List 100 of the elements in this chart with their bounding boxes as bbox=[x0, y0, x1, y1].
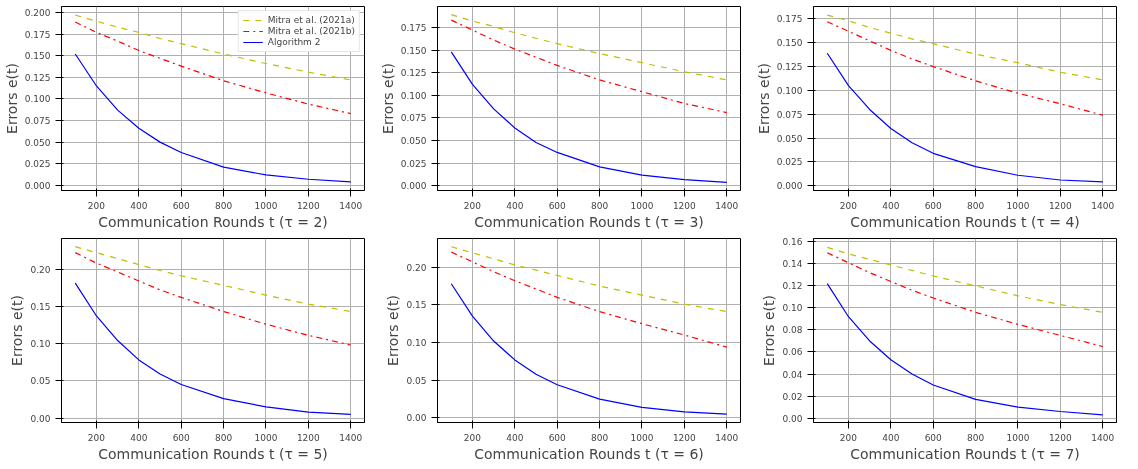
x-tick-label: 1000 bbox=[630, 432, 654, 443]
y-tick-label: 0.20 bbox=[30, 264, 51, 275]
x-tick-label: 1400 bbox=[715, 432, 739, 443]
x-tick-label: 600 bbox=[924, 200, 943, 211]
x-tick-label: 800 bbox=[215, 432, 233, 443]
x-tick-label: 1400 bbox=[715, 200, 739, 211]
x-tick-label: 600 bbox=[924, 432, 943, 443]
y-tick-label: 0.150 bbox=[400, 45, 427, 56]
x-tick-label: 1200 bbox=[1048, 200, 1073, 211]
x-tick-label: 1200 bbox=[672, 432, 697, 443]
x-tick-label: 800 bbox=[591, 432, 609, 443]
y-tick-label: 0.000 bbox=[400, 181, 427, 192]
y-tick-label: 0.02 bbox=[782, 391, 803, 402]
x-tick-label: 1200 bbox=[296, 432, 321, 443]
x-tick-label: 400 bbox=[882, 432, 900, 443]
y-axis-title: Errors e(t) bbox=[761, 295, 778, 366]
y-tick-label: 0.15 bbox=[30, 301, 51, 312]
y-tick-label: 0.175 bbox=[24, 29, 51, 40]
x-tick-label: 200 bbox=[87, 432, 106, 443]
y-tick-label: 0.000 bbox=[776, 181, 803, 192]
y-tick-label: 0.125 bbox=[776, 62, 803, 73]
x-tick-label: 400 bbox=[882, 200, 900, 211]
x-tick-label: 200 bbox=[839, 432, 858, 443]
y-tick-label: 0.06 bbox=[782, 347, 803, 358]
x-tick-label: 1400 bbox=[339, 200, 363, 211]
x-axis-title: Communication Rounds t (τ = 3) bbox=[474, 213, 704, 230]
x-tick-label: 1000 bbox=[254, 432, 278, 443]
x-tick-label: 1000 bbox=[1006, 432, 1030, 443]
y-tick-label: 0.00 bbox=[782, 413, 803, 424]
y-tick-label: 0.10 bbox=[406, 338, 427, 349]
x-tick-label: 1200 bbox=[1048, 432, 1073, 443]
y-tick-label: 0.025 bbox=[400, 158, 427, 169]
legend-label: Mitra et al. (2021b) bbox=[267, 26, 355, 36]
y-tick-label: 0.050 bbox=[776, 133, 803, 144]
x-tick-label: 1000 bbox=[1006, 200, 1030, 211]
x-tick-label: 600 bbox=[548, 200, 567, 211]
y-tick-label: 0.100 bbox=[776, 85, 803, 96]
y-tick-label: 0.14 bbox=[782, 259, 803, 270]
x-tick-label: 1200 bbox=[296, 200, 321, 211]
y-tick-label: 0.075 bbox=[776, 109, 803, 120]
x-tick-label: 1200 bbox=[672, 200, 697, 211]
y-tick-label: 0.175 bbox=[776, 14, 803, 25]
y-axis-title: Errors e(t) bbox=[9, 295, 26, 366]
y-tick-label: 0.00 bbox=[406, 413, 427, 424]
y-tick-label: 0.10 bbox=[30, 339, 51, 350]
x-axis-title: Communication Rounds t (τ = 5) bbox=[98, 445, 328, 462]
y-tick-label: 0.075 bbox=[400, 113, 427, 124]
y-tick-label: 0.12 bbox=[782, 281, 803, 292]
y-tick-label: 0.00 bbox=[30, 413, 51, 424]
x-tick-label: 400 bbox=[506, 432, 524, 443]
x-tick-label: 1400 bbox=[339, 432, 363, 443]
y-axis-title: Errors e(t) bbox=[379, 63, 396, 134]
x-tick-label: 200 bbox=[839, 200, 858, 211]
y-tick-label: 0.150 bbox=[776, 38, 803, 49]
y-tick-label: 0.025 bbox=[776, 157, 803, 168]
x-axis-title: Communication Rounds t (τ = 6) bbox=[474, 445, 704, 462]
y-tick-label: 0.075 bbox=[24, 116, 51, 127]
x-tick-label: 200 bbox=[463, 200, 482, 211]
y-tick-label: 0.125 bbox=[24, 72, 51, 83]
x-axis-title: Communication Rounds t (τ = 7) bbox=[850, 445, 1080, 462]
x-tick-label: 400 bbox=[506, 200, 524, 211]
x-tick-label: 800 bbox=[967, 432, 985, 443]
y-tick-label: 0.05 bbox=[30, 376, 51, 387]
y-tick-label: 0.05 bbox=[406, 375, 427, 386]
x-tick-label: 600 bbox=[172, 432, 191, 443]
y-tick-label: 0.000 bbox=[24, 180, 51, 191]
y-tick-label: 0.100 bbox=[400, 90, 427, 101]
y-axis-title: Errors e(t) bbox=[3, 63, 20, 134]
y-tick-label: 0.025 bbox=[24, 159, 51, 170]
legend-label: Mitra et al. (2021a) bbox=[267, 15, 355, 25]
x-axis-title: Communication Rounds t (τ = 4) bbox=[850, 213, 1080, 230]
y-axis-title: Errors e(t) bbox=[755, 63, 772, 134]
y-tick-label: 0.125 bbox=[400, 68, 427, 79]
x-tick-label: 800 bbox=[591, 200, 609, 211]
x-tick-label: 600 bbox=[548, 432, 567, 443]
y-tick-label: 0.20 bbox=[406, 262, 427, 273]
x-tick-label: 600 bbox=[172, 200, 191, 211]
y-tick-label: 0.08 bbox=[782, 325, 803, 336]
x-tick-label: 1400 bbox=[1091, 200, 1115, 211]
y-tick-label: 0.175 bbox=[400, 22, 427, 33]
y-axis-title: Errors e(t) bbox=[385, 295, 402, 366]
y-tick-label: 0.150 bbox=[24, 51, 51, 62]
x-tick-label: 800 bbox=[215, 200, 233, 211]
x-tick-label: 1000 bbox=[630, 200, 654, 211]
y-tick-label: 0.15 bbox=[406, 300, 427, 311]
y-tick-label: 0.10 bbox=[782, 303, 803, 314]
x-tick-label: 400 bbox=[130, 200, 148, 211]
x-tick-label: 200 bbox=[463, 432, 482, 443]
y-tick-label: 0.050 bbox=[24, 137, 51, 148]
y-tick-label: 0.16 bbox=[782, 237, 803, 248]
y-tick-label: 0.050 bbox=[400, 136, 427, 147]
x-tick-label: 200 bbox=[87, 200, 106, 211]
x-tick-label: 800 bbox=[967, 200, 985, 211]
y-tick-label: 0.04 bbox=[782, 369, 803, 380]
x-axis-title: Communication Rounds t (τ = 2) bbox=[98, 213, 328, 230]
x-tick-label: 1000 bbox=[254, 200, 278, 211]
y-tick-label: 0.100 bbox=[24, 94, 51, 105]
x-tick-label: 1400 bbox=[1091, 432, 1115, 443]
legend-label: Algorithm 2 bbox=[267, 37, 321, 47]
y-tick-label: 0.200 bbox=[24, 8, 51, 19]
